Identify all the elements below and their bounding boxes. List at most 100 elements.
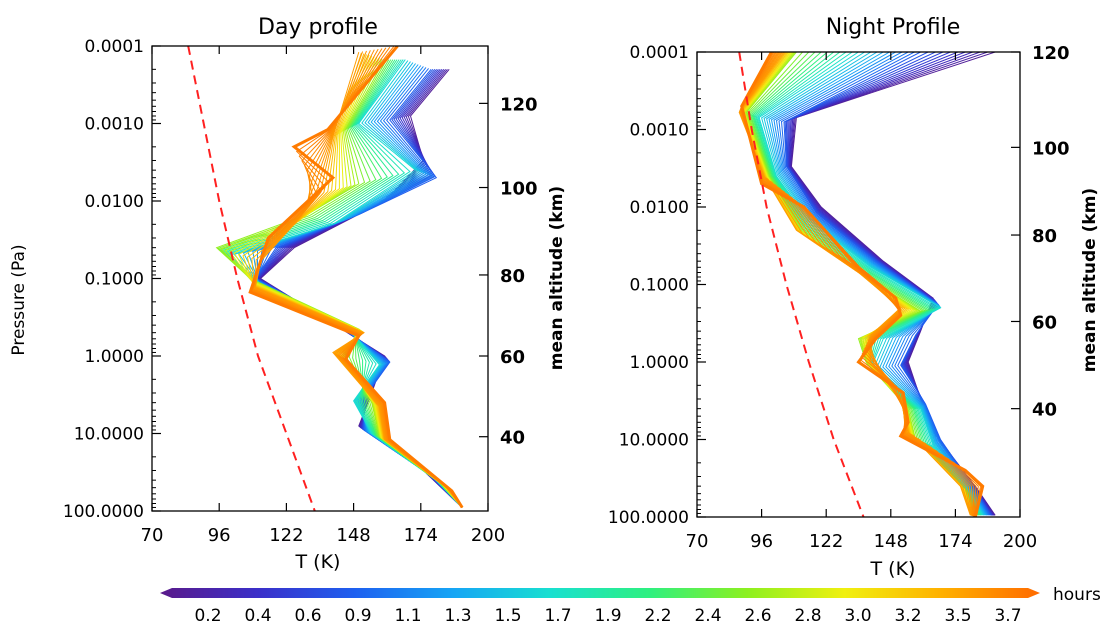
- colorbar-tick-label: 0.6: [294, 606, 321, 626]
- series-line: [773, 52, 988, 516]
- y-tick-label: 0.0001: [85, 37, 144, 57]
- colorbar-tick-label: 1.1: [394, 606, 421, 626]
- chart-title: Day profile: [258, 15, 378, 40]
- series-line: [770, 52, 987, 516]
- y-tick-label: 0.1000: [85, 270, 144, 290]
- x-tick-label: 96: [750, 531, 773, 552]
- y2-axis-label: mean altitude (km): [547, 186, 567, 370]
- y2-tick-label: 120: [500, 94, 538, 115]
- series-line: [783, 52, 991, 516]
- y2-tick-label: 40: [1032, 400, 1057, 421]
- profile-lines: [215, 46, 464, 509]
- axes: 70 96 122 148 174 200 0.0001 0.0010 0.0100 0.1000…: [63, 37, 538, 546]
- series-line: [256, 66, 463, 508]
- series-line: [259, 68, 463, 508]
- profile-lines: [738, 52, 996, 517]
- x-tick-label: 122: [809, 531, 843, 552]
- y-tick-label: 0.0100: [85, 192, 144, 212]
- chart-title: Night Profile: [826, 15, 961, 40]
- y2-tick-label: 60: [500, 347, 525, 368]
- colorbar-tick-label: 1.3: [444, 606, 471, 626]
- series-line: [739, 52, 973, 516]
- series-line: [785, 52, 992, 516]
- series-line: [255, 68, 463, 508]
- reference-dashed-line: [187, 46, 316, 511]
- x-tick-label: 148: [874, 531, 908, 552]
- y2-tick-label: 40: [500, 428, 525, 449]
- colorbar-tick-label: 2.8: [794, 606, 821, 626]
- x-tick-label: 96: [208, 525, 231, 546]
- colorbar-tick-label: 0.4: [244, 606, 271, 626]
- colorbar-label: hours: [1053, 585, 1101, 605]
- colorbar-tick-label: 3.2: [894, 606, 921, 626]
- colorbar-tick-label: 2.4: [694, 606, 721, 626]
- series-line: [256, 68, 463, 508]
- night-profile-panel: Night Profile T (K) mean altitude (km) 7…: [608, 15, 1100, 580]
- series-line: [768, 52, 987, 516]
- x-tick-label: 200: [1003, 531, 1037, 552]
- series-line: [775, 52, 989, 516]
- series-line: [254, 68, 463, 508]
- colorbar-tick-label: 0.2: [194, 606, 221, 626]
- colorbar-ticks: 0.2 0.4 0.6 0.9 1.1 1.3 1.5 1.7 1.9 2.2 2.4 2.6 2.8 3…: [194, 606, 1021, 626]
- series-line: [740, 52, 975, 517]
- y-tick-label: 1.0000: [630, 353, 689, 373]
- y2-tick-label: 100: [1032, 138, 1070, 159]
- y2-tick-label: 80: [500, 266, 525, 287]
- y2-tick-label: 120: [1032, 43, 1070, 64]
- y-tick-label: 0.0010: [85, 115, 144, 135]
- series-line: [740, 52, 977, 517]
- colorbar-tick-label: 2.2: [644, 606, 671, 626]
- x-tick-label: 200: [471, 525, 505, 546]
- series-line-final: [740, 52, 985, 517]
- series-line: [790, 52, 996, 516]
- colorbar-tick-label: 1.5: [494, 606, 521, 626]
- series-line: [739, 52, 972, 516]
- x-tick-label: 122: [269, 525, 303, 546]
- series-line: [739, 52, 974, 517]
- x-tick-label: 174: [938, 531, 972, 552]
- y-tick-label: 10.0000: [619, 431, 689, 451]
- x-tick-label: 70: [141, 525, 164, 546]
- y-tick-label: 0.0001: [630, 43, 689, 63]
- colorbar-tick-label: 2.6: [744, 606, 771, 626]
- series-line: [788, 52, 994, 516]
- plot-frame: [151, 45, 489, 512]
- y-tick-label: 0.0010: [630, 121, 689, 141]
- x-tick-label: 148: [336, 525, 370, 546]
- y2-tick-label: 80: [1032, 226, 1057, 247]
- y-tick-label: 1.0000: [85, 347, 144, 367]
- colorbar-gradient: [160, 588, 1040, 598]
- reference-dashed-line: [738, 52, 865, 517]
- y2-tick-label: 60: [1032, 312, 1057, 333]
- colorbar-tick-label: 3.0: [844, 606, 871, 626]
- series-line: [255, 68, 463, 508]
- y-tick-label: 0.0100: [630, 198, 689, 218]
- series-line: [778, 52, 990, 516]
- y-tick-label: 0.1000: [630, 276, 689, 296]
- series-line: [780, 52, 990, 516]
- colorbar-tick-label: 1.7: [544, 606, 571, 626]
- x-tick-label: 174: [404, 525, 438, 546]
- colorbar-tick-label: 3.7: [994, 606, 1021, 626]
- series-line: [739, 52, 973, 517]
- colorbar: hours 0.2 0.4 0.6 0.9 1.1 1.3 1.5 1.7 1.9 2.2 2.4 2…: [160, 585, 1101, 626]
- series-line-final: [248, 46, 464, 509]
- reference-line: [187, 46, 316, 511]
- colorbar-bar: [160, 588, 1040, 598]
- colorbar-tick-label: 3.5: [944, 606, 971, 626]
- y-tick-label: 100.0000: [63, 502, 144, 522]
- x-tick-label: 70: [686, 531, 709, 552]
- series-line: [256, 68, 463, 508]
- x-axis-label: T (K): [295, 551, 341, 573]
- colorbar-tick-label: 0.9: [344, 606, 371, 626]
- colorbar-tick-label: 1.9: [594, 606, 621, 626]
- y-axis-label: Pressure (Pa): [9, 244, 29, 355]
- y-tick-label: 100.0000: [608, 508, 689, 528]
- series-line: [255, 68, 463, 508]
- x-axis-label: T (K): [870, 558, 916, 580]
- y2-tick-label: 100: [500, 179, 538, 200]
- y-tick-label: 10.0000: [74, 425, 144, 445]
- reference-line: [738, 52, 865, 517]
